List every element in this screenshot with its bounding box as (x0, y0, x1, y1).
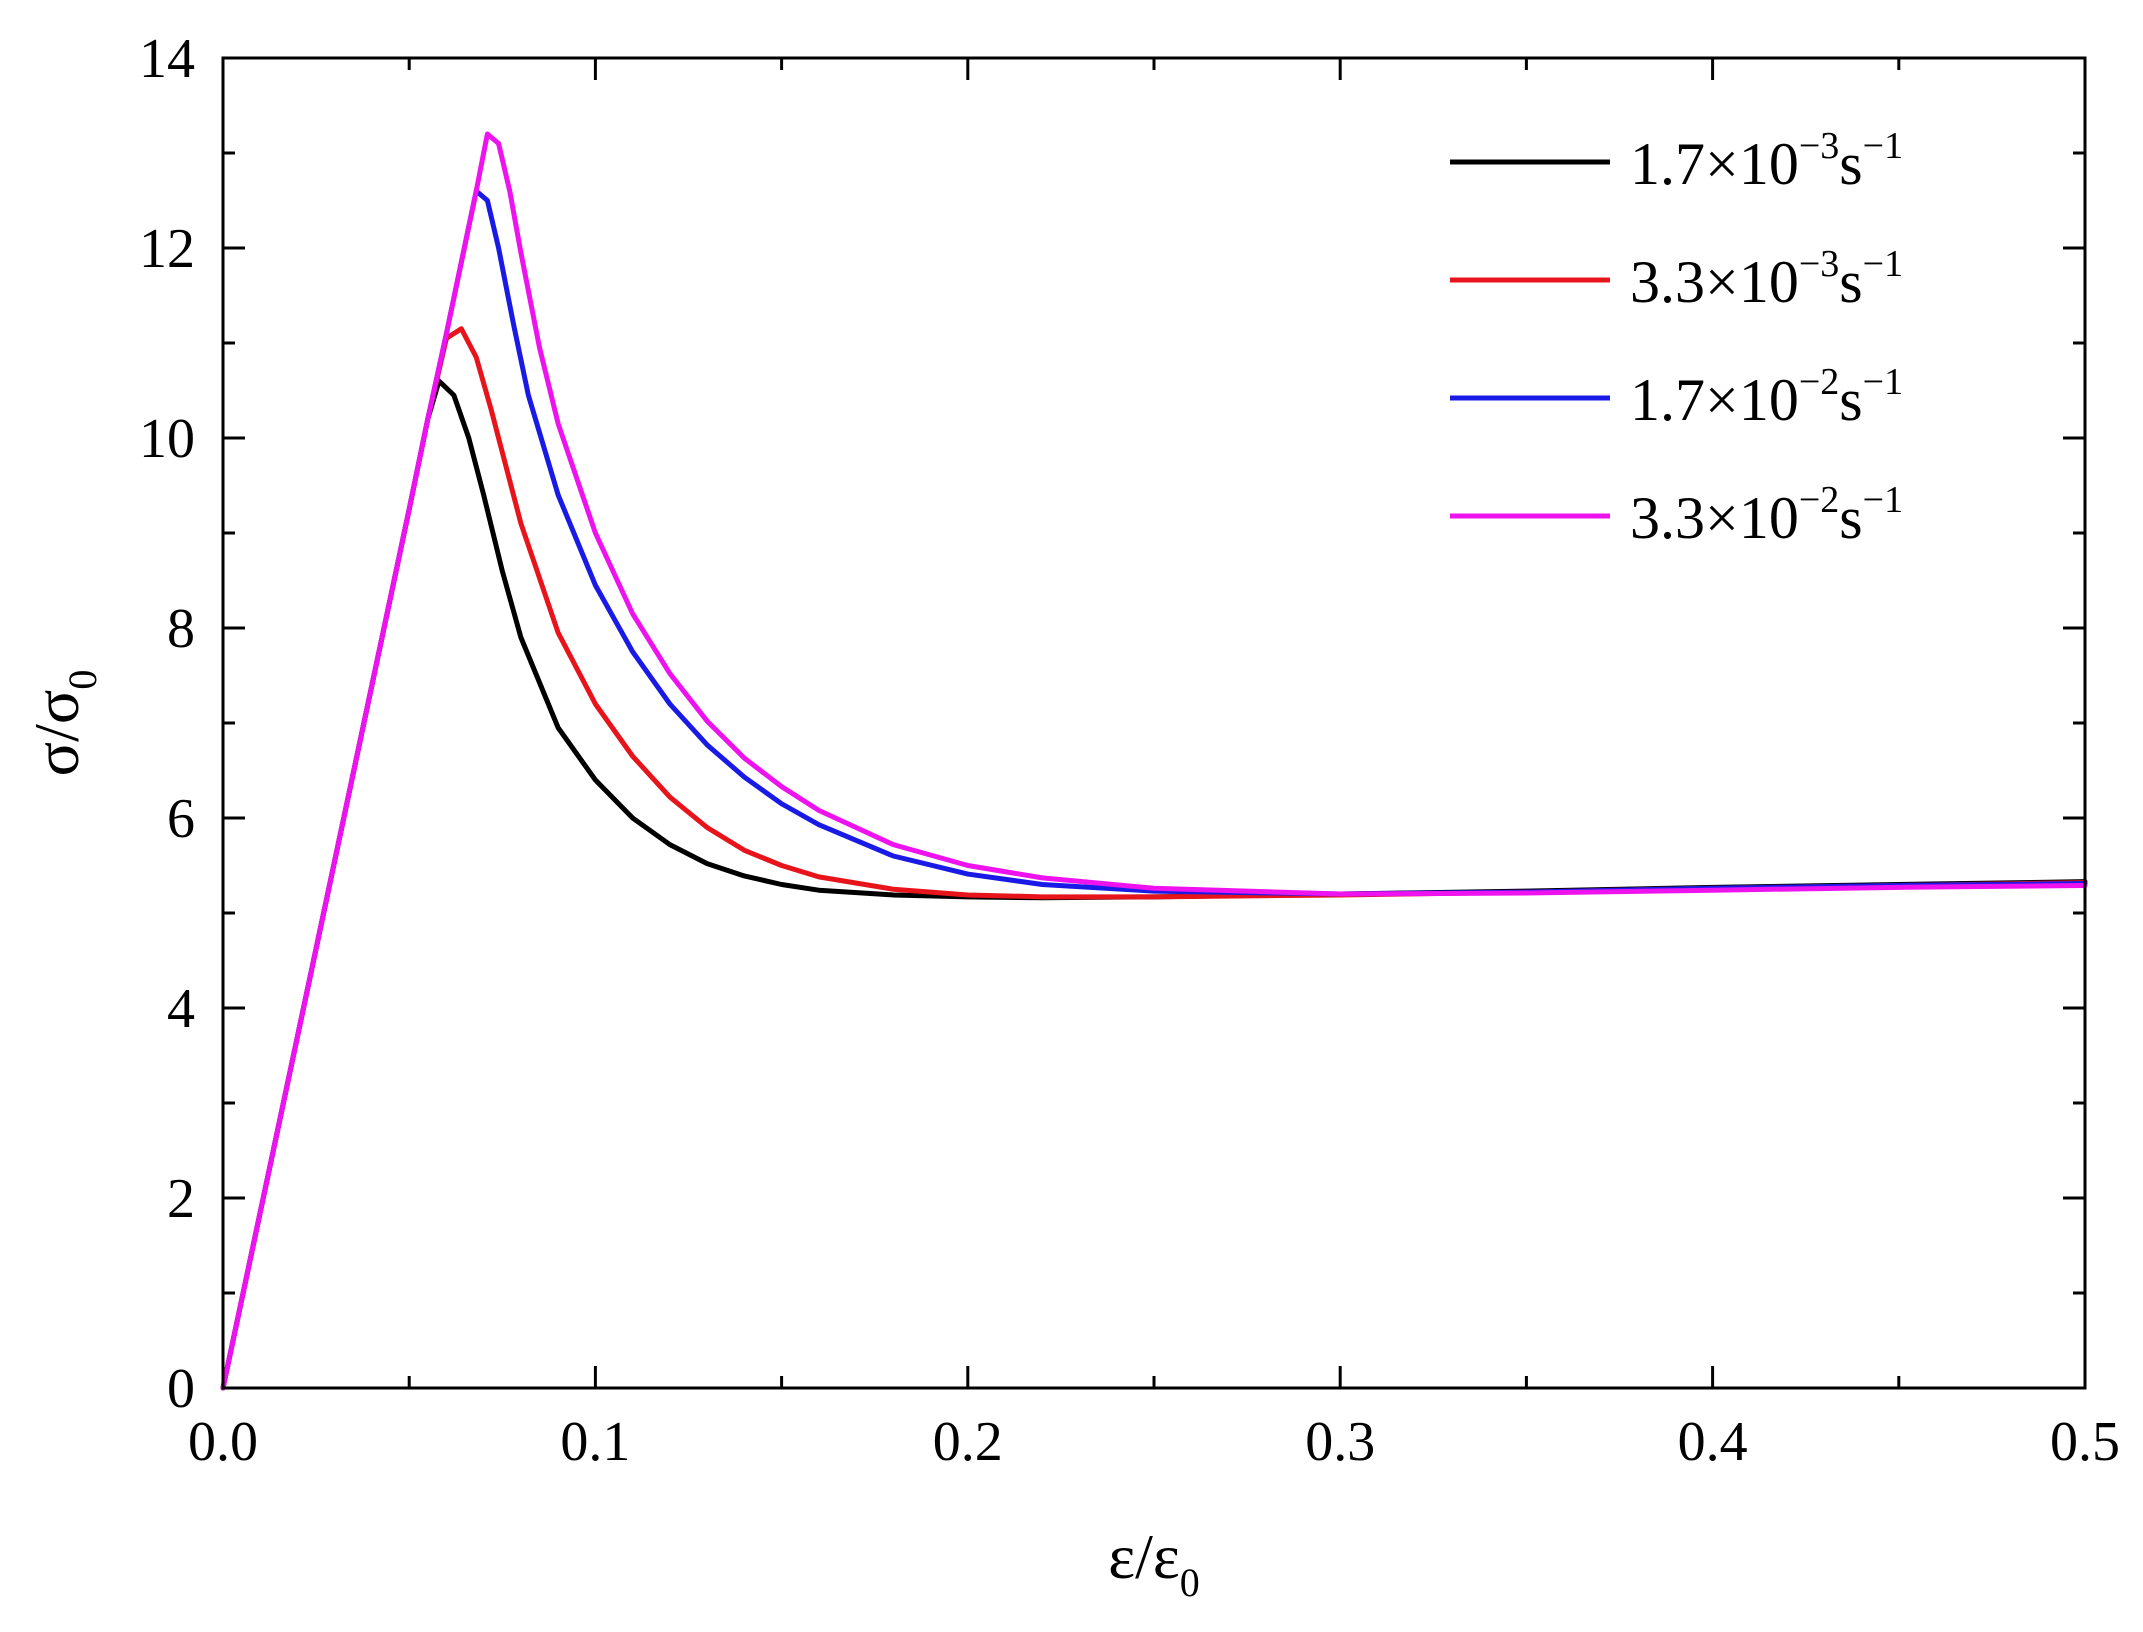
ticks-layer (221, 56, 2087, 1390)
x-axis-label: ε/ε0 (1108, 1521, 1200, 1605)
y-tick-label: 0 (167, 1358, 195, 1420)
legend-label-4: 3.3×10−2s−1 (1630, 479, 1903, 551)
x-tick-label: 0.1 (560, 1411, 630, 1473)
x-tick-label: 0.3 (1305, 1411, 1375, 1473)
legend-label-3: 1.7×10−2s−1 (1630, 361, 1903, 433)
x-tick-label: 0.5 (2050, 1411, 2120, 1473)
x-axis-label-sub: 0 (1180, 1560, 1200, 1605)
y-tick-label: 4 (167, 978, 195, 1040)
y-tick-label: 10 (139, 408, 195, 470)
y-axis-label: σ/σ0 (21, 670, 105, 777)
y-axis-label-sub: 0 (60, 670, 105, 690)
legend-label-2: 3.3×10−3s−1 (1630, 243, 1903, 315)
tick-labels-layer: 0.0 0.1 0.2 0.3 0.4 0.5 0 2 4 6 8 10 12 14 (139, 28, 2120, 1473)
y-tick-label: 2 (167, 1168, 195, 1230)
y-tick-label: 6 (167, 788, 195, 850)
y-tick-label: 14 (139, 28, 195, 90)
x-tick-label: 0.2 (933, 1411, 1003, 1473)
x-axis-label-base: ε/ε (1108, 1521, 1180, 1592)
series-layer (220, 131, 2088, 1391)
y-tick-label: 8 (167, 598, 195, 660)
series-line-4 (220, 131, 2088, 1391)
x-tick-label: 0.0 (188, 1411, 258, 1473)
y-axis-label-base: σ/σ (21, 690, 92, 777)
legend: 1.7×10−3s−1 3.3×10−3s−1 1.7×10−2s−1 3.3×10−… (1450, 125, 1903, 551)
x-tick-label: 0.4 (1678, 1411, 1748, 1473)
y-tick-label: 12 (139, 218, 195, 280)
legend-label-1: 1.7×10−3s−1 (1630, 125, 1903, 197)
